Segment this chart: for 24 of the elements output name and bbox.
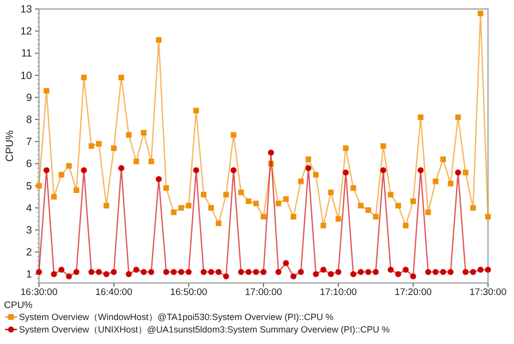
legend-label: System Overview（WindowHost）@TA1poi530:System Overview (PI)::CPU % bbox=[19, 312, 334, 322]
y-tick-label: 6 bbox=[26, 158, 32, 170]
x-tick-label: 17:10:00 bbox=[320, 287, 357, 298]
y-tick-label: 13 bbox=[20, 4, 32, 16]
x-tick-label: 16:30:00 bbox=[20, 287, 58, 298]
x-tick-label: 16:50:00 bbox=[170, 287, 208, 298]
y-tick-label: 5 bbox=[26, 180, 32, 192]
y-tick-label: 10 bbox=[20, 70, 32, 82]
y-tick-label: 3 bbox=[26, 224, 32, 236]
legend-label: System Overview（UNIXHost）@UA1sunst5ldom3:System Summary Overview (PI)::CPU % bbox=[19, 324, 390, 334]
x-tick-label: 17:30:00 bbox=[470, 287, 506, 298]
y-axis-title: CPU% bbox=[4, 130, 16, 162]
y-tick-label: 12 bbox=[20, 26, 32, 38]
y-tick-label: 2 bbox=[26, 246, 32, 259]
y-tick-label: 9 bbox=[26, 92, 32, 104]
y-tick-label: 4 bbox=[26, 202, 32, 214]
legend-title: CPU% bbox=[4, 300, 34, 311]
x-tick-label: 17:00:00 bbox=[245, 287, 282, 298]
y-tick-label: 7 bbox=[26, 136, 32, 148]
y-tick-label: 8 bbox=[26, 114, 32, 126]
y-tick-label: 11 bbox=[21, 48, 32, 60]
y-tick-label: 1 bbox=[26, 268, 32, 281]
x-tick-label: 16:40:00 bbox=[95, 287, 132, 298]
x-tick-label: 17:20:00 bbox=[394, 287, 432, 298]
